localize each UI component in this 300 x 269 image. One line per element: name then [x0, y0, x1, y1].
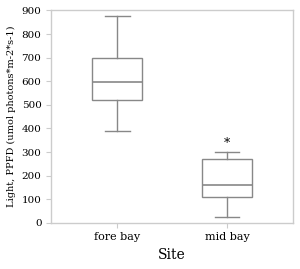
Y-axis label: Light, PPFD (umol photons*m-2*s-1): Light, PPFD (umol photons*m-2*s-1)	[7, 26, 16, 207]
X-axis label: Site: Site	[158, 248, 186, 262]
PathPatch shape	[202, 159, 252, 197]
Text: *: *	[224, 137, 230, 150]
PathPatch shape	[92, 58, 142, 100]
